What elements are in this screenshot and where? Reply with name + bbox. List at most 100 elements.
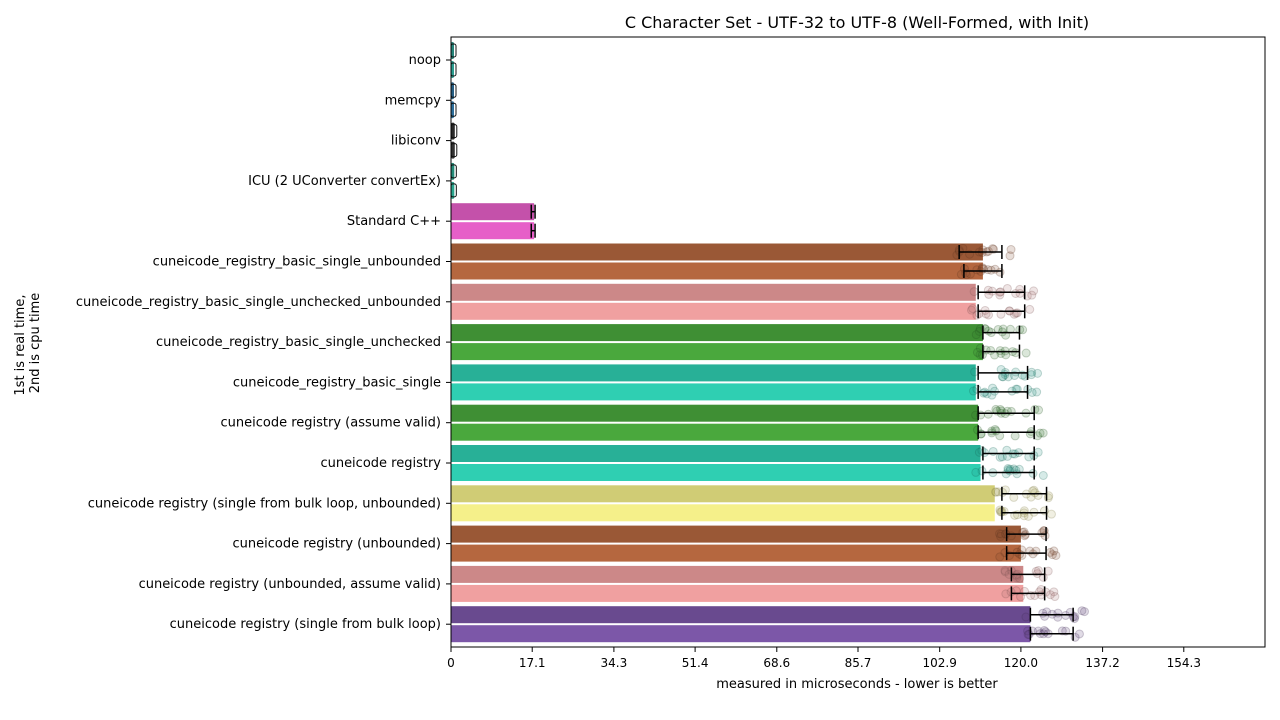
sample-point (991, 487, 1001, 497)
sample-point (1001, 589, 1011, 599)
bar (451, 485, 995, 503)
sample-point (968, 304, 978, 314)
sample-point (1021, 348, 1031, 358)
plot-area (450, 42, 1089, 643)
category-label: cuneicode registry (unbounded, assume va… (139, 577, 441, 592)
sample-point (991, 426, 1001, 436)
sample-point (995, 529, 1005, 539)
bar (451, 525, 1021, 543)
sample-point (1033, 447, 1043, 457)
sample-point (1047, 550, 1057, 560)
sample-point (1011, 367, 1021, 377)
bar (451, 445, 981, 462)
sample-point (1028, 468, 1038, 478)
sample-point (971, 467, 981, 477)
x-tick-label: 154.3 (1167, 656, 1201, 670)
category-label: cuneicode_registry_basic_single (233, 375, 441, 390)
bar (451, 404, 979, 422)
sample-point (1015, 284, 1025, 294)
sample-point (986, 345, 996, 355)
bar (451, 383, 976, 401)
sample-point (1031, 566, 1041, 576)
x-tick-label: 102.9 (923, 656, 957, 670)
category-label: cuneicode registry (single from bulk loo… (170, 617, 441, 632)
x-tick-label: 120.0 (1004, 656, 1038, 670)
sample-point (1033, 490, 1043, 500)
sample-point (965, 269, 975, 279)
bar (451, 243, 983, 261)
sample-point (1045, 547, 1055, 557)
x-axis-label: measured in microseconds - lower is bett… (716, 677, 998, 692)
bar (451, 42, 454, 59)
bar (451, 203, 535, 221)
sample-point (1027, 290, 1037, 300)
bar (451, 364, 976, 382)
sample-point (1042, 607, 1052, 617)
x-tick-label: 68.6 (763, 656, 790, 670)
sample-point (1018, 325, 1028, 335)
sample-point (969, 287, 979, 297)
sample-point (1014, 448, 1024, 458)
sample-point (995, 267, 1005, 277)
bar (451, 423, 979, 441)
sample-point (1015, 549, 1025, 559)
sample-point (1025, 304, 1035, 314)
sample-point (1007, 386, 1017, 396)
sample-point (1010, 431, 1020, 441)
sample-point (977, 446, 987, 456)
bar (451, 141, 455, 159)
bar (451, 606, 1031, 624)
sample-point (1000, 567, 1010, 577)
sample-point (983, 409, 993, 419)
category-label: memcpy (385, 93, 442, 108)
sample-point (987, 426, 997, 436)
sample-point (996, 309, 1006, 319)
sample-point (1001, 469, 1011, 479)
category-label: cuneicode_registry_basic_single_unchecke… (156, 335, 441, 350)
sample-point (972, 265, 982, 275)
sample-point (1011, 384, 1021, 394)
sample-point (1049, 587, 1059, 597)
sample-point (1035, 428, 1045, 438)
x-tick-label: 17.1 (519, 656, 546, 670)
sample-point (1005, 251, 1015, 261)
sample-point (1033, 368, 1043, 378)
sample-point (1046, 509, 1056, 519)
sample-point (1001, 350, 1011, 360)
x-tick-label: 51.4 (682, 656, 709, 670)
sample-point (966, 305, 976, 315)
sample-point (1039, 626, 1049, 636)
x-axis-ticks: 0 17.1 34.3 51.4 68.6 85.7 102.9 120.0 137.2 154.… (447, 647, 1201, 670)
sample-point (1009, 492, 1019, 502)
sample-point (1032, 387, 1042, 397)
sample-point (1039, 506, 1049, 516)
sample-point (987, 286, 997, 296)
y-axis-label-line-2: 2nd is cpu time (28, 293, 43, 394)
sample-point (1074, 629, 1084, 639)
sample-point (1026, 370, 1036, 380)
bar (451, 324, 983, 342)
sample-point (1000, 566, 1010, 576)
sample-point (1057, 626, 1067, 636)
sample-point (980, 324, 990, 334)
sample-point (996, 529, 1006, 539)
bar (451, 544, 1021, 562)
sample-point (1049, 546, 1059, 556)
sample-point (1079, 607, 1089, 617)
sample-point (995, 346, 1005, 356)
sample-point (1006, 406, 1016, 416)
sample-point (986, 265, 996, 275)
bar (451, 283, 976, 301)
bar (451, 162, 455, 180)
sample-point (1027, 387, 1037, 397)
y-axis-label-line-1: 1st is real time, (13, 295, 28, 396)
bar (451, 464, 981, 481)
sample-point (1032, 569, 1042, 579)
sample-point (980, 305, 990, 315)
sample-point (1021, 612, 1031, 622)
sample-point (1051, 550, 1061, 560)
bar (451, 302, 976, 320)
sample-point (1015, 288, 1025, 298)
sample-point (1002, 451, 1012, 461)
category-label: libiconv (391, 134, 441, 149)
